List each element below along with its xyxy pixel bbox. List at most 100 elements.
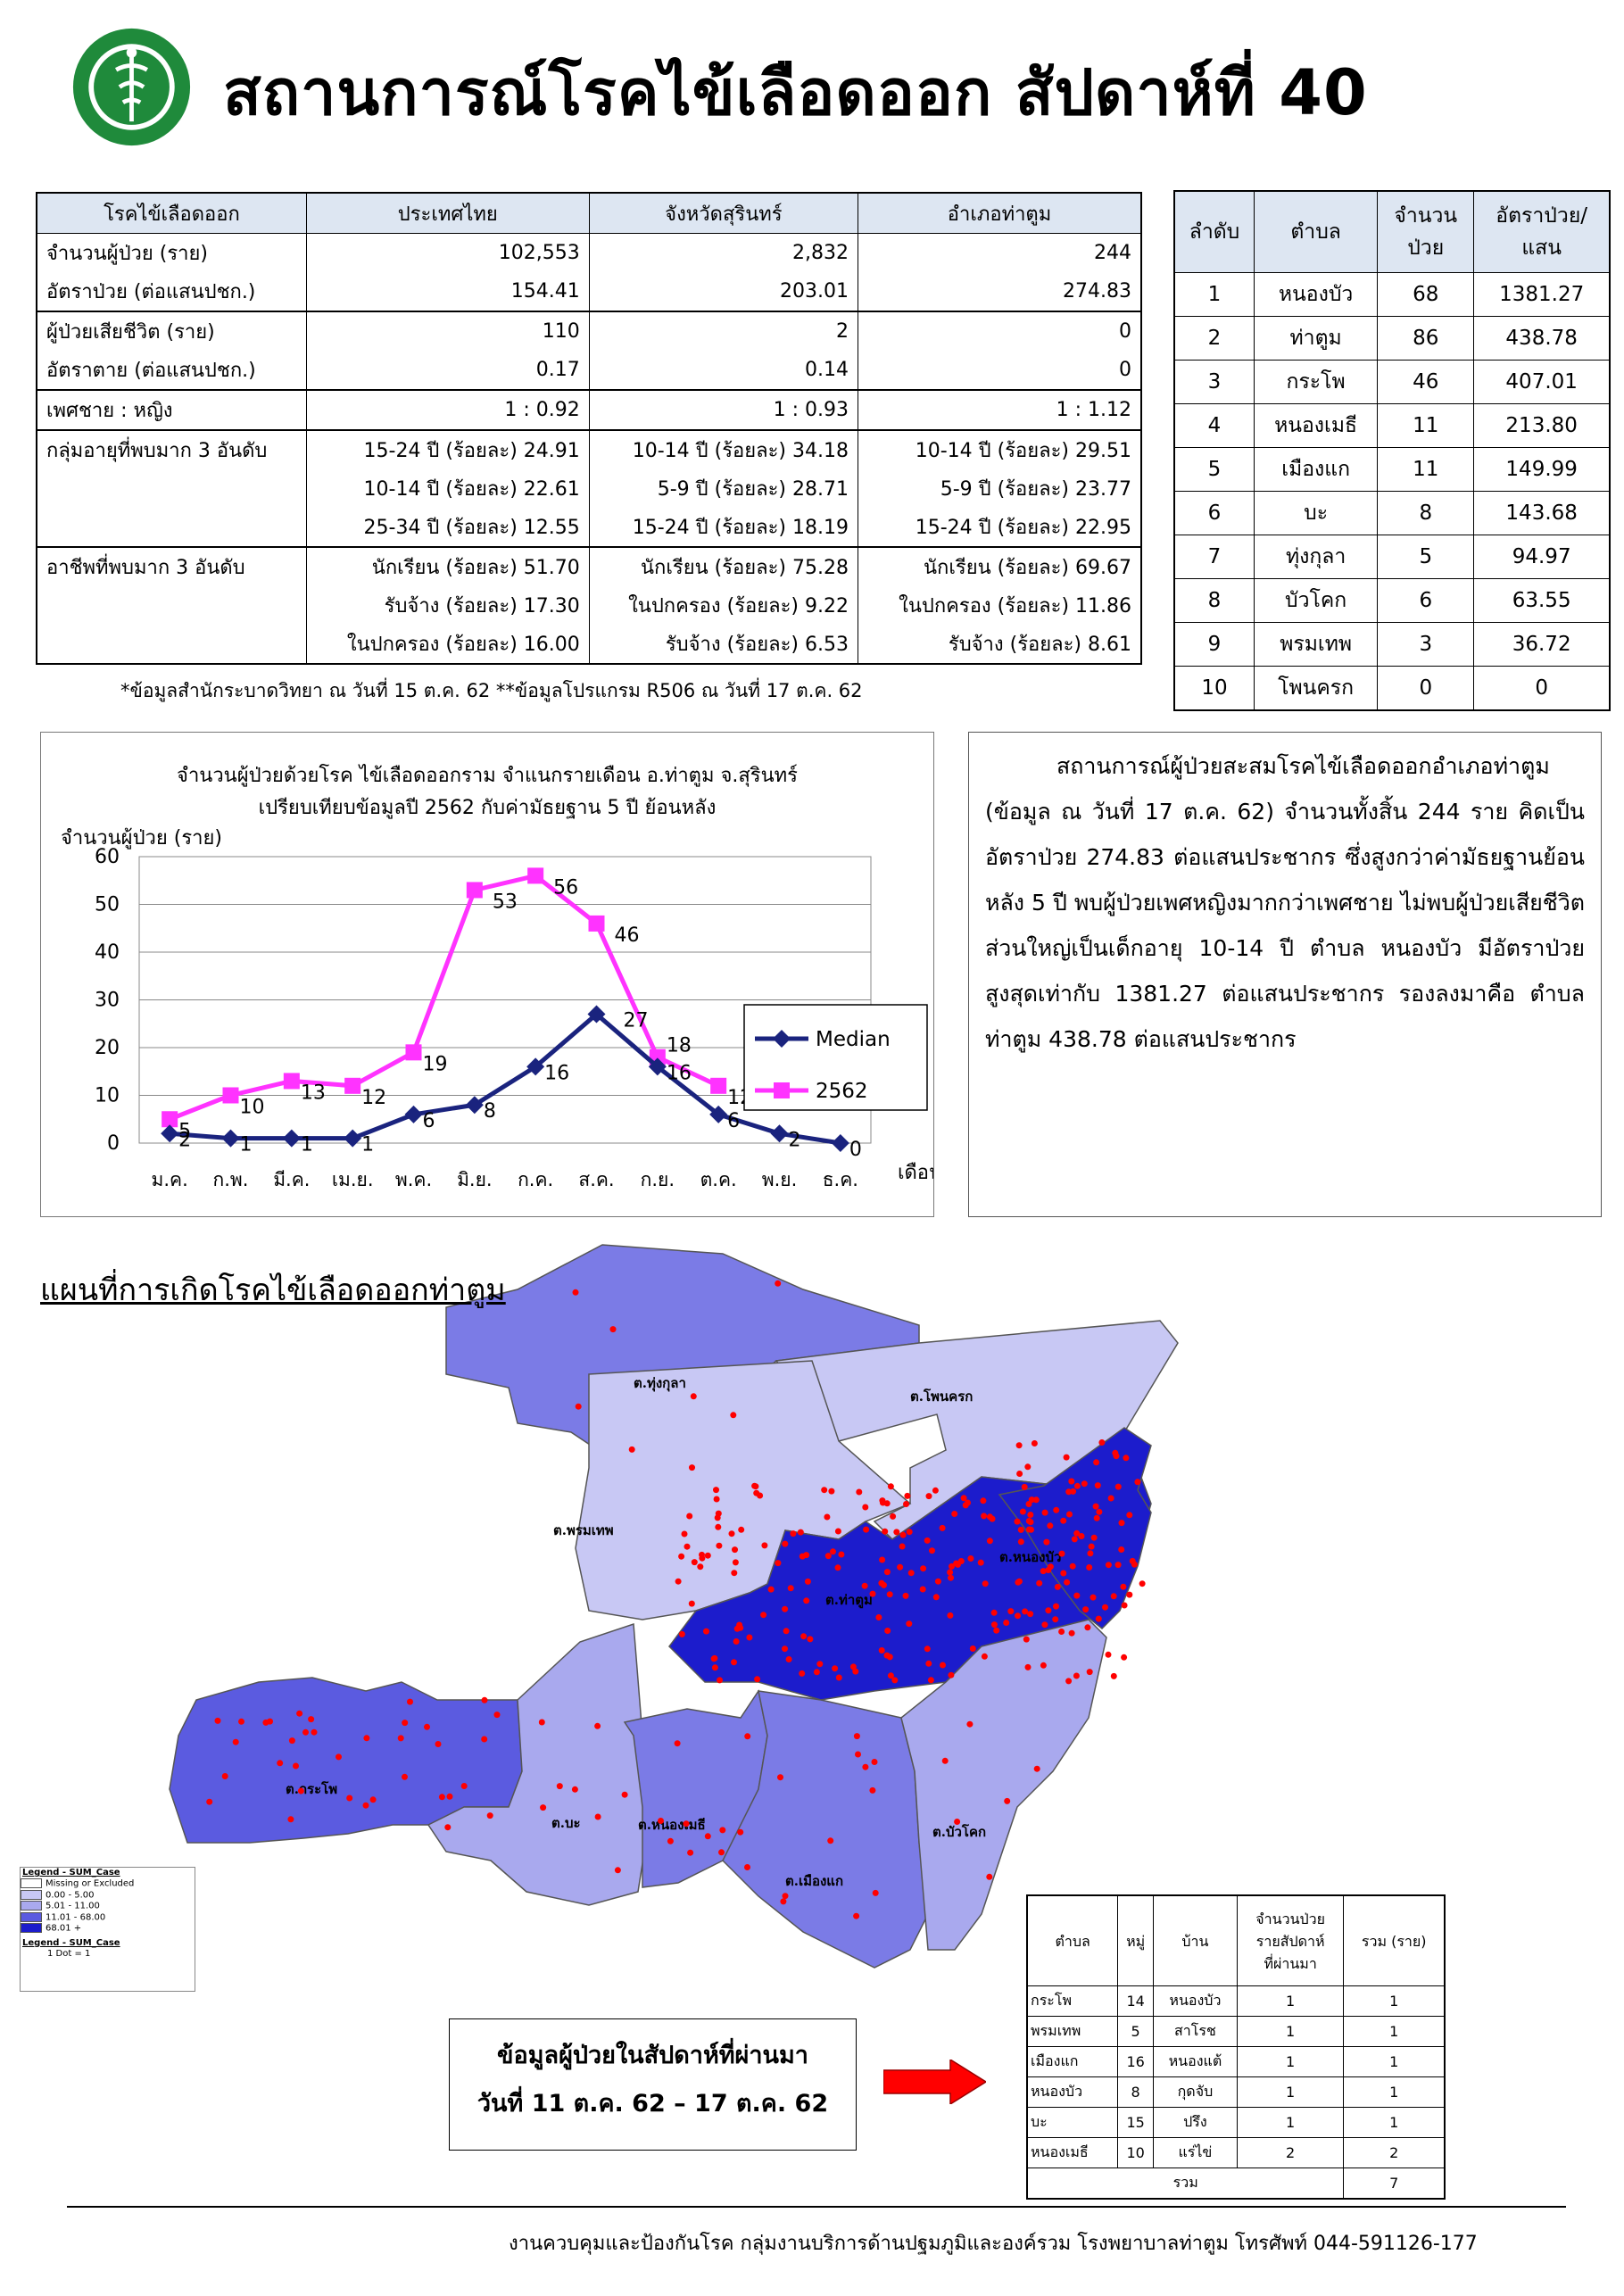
weekly-header-3: จำนวนป่วย รายสัปดาห์ ที่ผ่านมา xyxy=(1236,1894,1345,1986)
weekly-cell: กุดจับ xyxy=(1152,2076,1238,2108)
case-dot xyxy=(782,1540,789,1547)
data-label: 6 xyxy=(423,1110,435,1132)
case-dot xyxy=(681,1530,688,1538)
stats-cell: 5-9 ปี (ร้อยละ) 28.71 xyxy=(588,469,858,508)
case-dot xyxy=(904,1492,911,1499)
rank-cell: หนองเมธี xyxy=(1253,403,1379,448)
case-dot xyxy=(906,1529,913,1536)
case-dot xyxy=(538,1719,545,1726)
legend-title: Legend - SUM_Case xyxy=(22,1868,120,1877)
rank-row: 9 พรมเทพ 3 36.72 xyxy=(1173,622,1611,667)
legend-item: 68.01 + xyxy=(21,1923,195,1935)
dengue-stats-table: โรคไข้เลือดออก ประเทศไทย จังหวัดสุรินทร์ อำ… xyxy=(36,192,1142,665)
case-dot xyxy=(977,1559,984,1566)
rank-cell: 149.99 xyxy=(1473,447,1611,492)
weekly-cell: 16 xyxy=(1117,2046,1154,2077)
case-dot xyxy=(1073,1672,1080,1679)
case-dot xyxy=(940,1662,946,1669)
weekly-cell: แร่ไข่ xyxy=(1152,2137,1238,2168)
stats-header-3: อำเภอท่าตูม xyxy=(857,192,1142,234)
case-dot xyxy=(986,1873,993,1880)
case-dot xyxy=(435,1741,442,1747)
case-dot xyxy=(827,1837,834,1844)
stats-cell: ผู้ป่วยเสียชีวิต (ราย) xyxy=(36,311,307,351)
series-2562-point xyxy=(527,867,544,884)
series-2562-point xyxy=(283,1073,300,1090)
legend-item: 11.01 - 68.00 xyxy=(21,1911,195,1924)
rank-cell: โพนครก xyxy=(1253,666,1379,711)
weekly-cell: หนองแต้ xyxy=(1152,2046,1238,2077)
case-dot xyxy=(731,1570,738,1577)
rank-cell: บะ xyxy=(1253,491,1379,535)
rank-row: 3 กระโพ 46 407.01 xyxy=(1173,360,1611,404)
stats-cell: 0 xyxy=(857,311,1142,351)
map-label: ต.พรมเทพ xyxy=(553,1522,614,1538)
weekly-cell: หนองบัว xyxy=(1026,2076,1119,2108)
case-dot xyxy=(982,1580,989,1587)
case-dot xyxy=(481,1696,488,1703)
weekly-cell: 1 xyxy=(1236,2046,1345,2077)
case-dot xyxy=(1016,1471,1023,1477)
case-dot xyxy=(594,1722,601,1729)
case-dot xyxy=(238,1718,244,1725)
case-dot xyxy=(1069,1562,1076,1570)
stats-cell: อาชีพที่พบมาก 3 อันดับ xyxy=(36,546,307,586)
rank-cell: 1381.27 xyxy=(1473,272,1611,317)
rank-cell: 10 xyxy=(1173,666,1255,711)
median-point xyxy=(161,1124,179,1143)
case-dot xyxy=(1068,1629,1075,1637)
median-point xyxy=(587,1005,606,1024)
case-dot xyxy=(1098,1439,1106,1446)
weekly-row: เมืองแก 16 หนองแต้ 1 1 xyxy=(1026,2046,1446,2077)
case-dot xyxy=(878,1647,885,1654)
case-dot xyxy=(1066,1511,1073,1518)
case-dot xyxy=(713,1487,719,1494)
case-dot xyxy=(736,1621,743,1629)
case-dot xyxy=(704,1833,711,1840)
stats-cell: นักเรียน (ร้อยละ) 75.28 xyxy=(588,546,858,586)
rank-cell: 11 xyxy=(1377,403,1475,448)
weekly-summary-box: ข้อมูลผู้ป่วยในสัปดาห์ที่ผ่านมา วันที่ 1… xyxy=(449,2018,857,2151)
weekly-header-2: บ้าน xyxy=(1152,1894,1238,1986)
case-dot xyxy=(1114,1562,1122,1569)
case-dot xyxy=(752,1483,759,1490)
data-label: 10 xyxy=(240,1097,265,1119)
case-dot xyxy=(852,1668,859,1675)
stats-cell: อัตราป่วย (ต่อแสนปชก.) xyxy=(36,272,307,311)
case-dot xyxy=(738,1526,745,1533)
case-dot xyxy=(296,1710,303,1717)
legend-dot-note: 1 Dot = 1 xyxy=(47,1948,91,1959)
case-dot xyxy=(575,1403,582,1410)
case-dot xyxy=(872,1889,879,1896)
case-dot xyxy=(308,1716,315,1723)
page-title: สถานการณ์โรคไข้เลือดออก สัปดาห์ที่ 40 xyxy=(223,56,1368,129)
case-dot xyxy=(460,1783,468,1789)
map-label: ต.หนองเมธี xyxy=(638,1817,706,1833)
case-dot xyxy=(891,1677,899,1684)
case-dot xyxy=(1025,1501,1032,1507)
case-dot xyxy=(1118,1520,1125,1527)
case-dot xyxy=(925,1660,932,1667)
case-dot xyxy=(1052,1616,1059,1623)
map-label: ต.บัวโคก xyxy=(932,1823,986,1840)
case-dot xyxy=(782,1605,789,1612)
x-tick-label: ต.ค. xyxy=(700,1169,737,1190)
case-dot xyxy=(861,1582,868,1589)
case-dot xyxy=(678,1553,685,1560)
case-dot xyxy=(855,1751,861,1758)
case-dot xyxy=(746,1634,753,1641)
case-dot xyxy=(621,1791,628,1798)
rank-header-0: ลำดับ xyxy=(1173,190,1255,273)
case-dot xyxy=(703,1628,709,1635)
rank-cell: ท่าตูม xyxy=(1253,316,1379,361)
y-tick-label: 40 xyxy=(95,941,120,964)
source-note: *ข้อมูลสำนักระบาดวิทยา ณ วันที่ 15 ต.ค. … xyxy=(120,680,863,701)
case-dot xyxy=(402,1773,408,1780)
case-dot xyxy=(206,1798,213,1805)
weekly-cell: หนองเมธี xyxy=(1026,2137,1119,2168)
data-label: 0 xyxy=(849,1139,862,1161)
case-dot xyxy=(924,1537,931,1544)
case-dot xyxy=(969,1645,976,1652)
case-dot xyxy=(1102,1604,1108,1611)
narrative-box: สถานการณ์ผู้ป่วยสะสมโรคไข้เลือดออกอำเภอท… xyxy=(968,732,1602,1217)
